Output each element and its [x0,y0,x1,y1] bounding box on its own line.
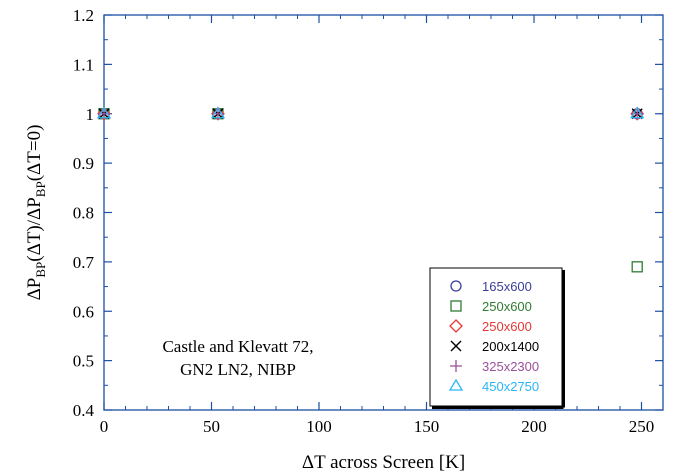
x-tick-label: 150 [414,417,440,436]
circle-marker [450,280,462,292]
y-tick-label: 0.4 [73,401,95,420]
y-tick-label: 0.7 [73,253,95,272]
y-tick-label: 0.8 [73,204,94,223]
x-axis-title: ΔT across Screen [K] [302,452,465,473]
y-tick-label: 1 [86,105,95,124]
legend-marker-x [450,340,462,352]
x-tick-label: 200 [521,417,547,436]
legend-marker-triangle [448,378,464,391]
square-marker [631,261,643,273]
legend-label: 165x600 [482,279,532,294]
legend-label: 250x600 [482,299,532,314]
legend-box [429,267,563,407]
square-marker [450,300,462,312]
legend-label: 250x600 [482,319,532,334]
y-tick-label: 1.1 [73,55,94,74]
triangle-marker [96,106,112,119]
x-tick-label: 0 [100,417,109,436]
legend-label: 325x2300 [482,359,539,374]
legend: 165x600 250x600 250x600 200x1400 325x2300 450… [429,267,565,409]
annotation-line: GN2 LN2, NIBP [180,360,296,379]
data-point-triangle [630,106,645,119]
y-tick-label: 0.9 [73,154,94,173]
data-point-triangle [96,106,112,119]
triangle-marker [630,106,645,119]
legend-marker-circle [450,280,462,292]
triangle-marker [210,106,226,119]
y-tick-label: 0.6 [73,302,94,321]
annotation-line: Castle and Klevatt 72, [162,337,313,356]
x-tick-label: 50 [203,417,220,436]
data-point-square [631,261,643,273]
legend-label: 450x2750 [482,379,539,394]
legend-marker-diamond [449,319,463,333]
x-tick-label: 100 [306,417,332,436]
y-tick-label: 1.2 [73,6,94,25]
data-point-triangle [210,106,226,119]
x-tick-label: 250 [629,417,655,436]
y-axis-title: ΔPBP(ΔT)/ΔPBP(ΔT=0) [24,125,48,301]
y-tick-label: 0.5 [73,352,94,371]
triangle-marker [448,378,464,391]
x-marker [450,340,462,352]
plus-marker [450,360,462,372]
annotation: Castle and Klevatt 72, GN2 LN2, NIBP [162,337,313,379]
legend-marker-square [450,300,462,312]
legend-marker-plus [450,360,462,372]
legend-label: 200x1400 [482,339,539,354]
diamond-marker [449,319,463,333]
